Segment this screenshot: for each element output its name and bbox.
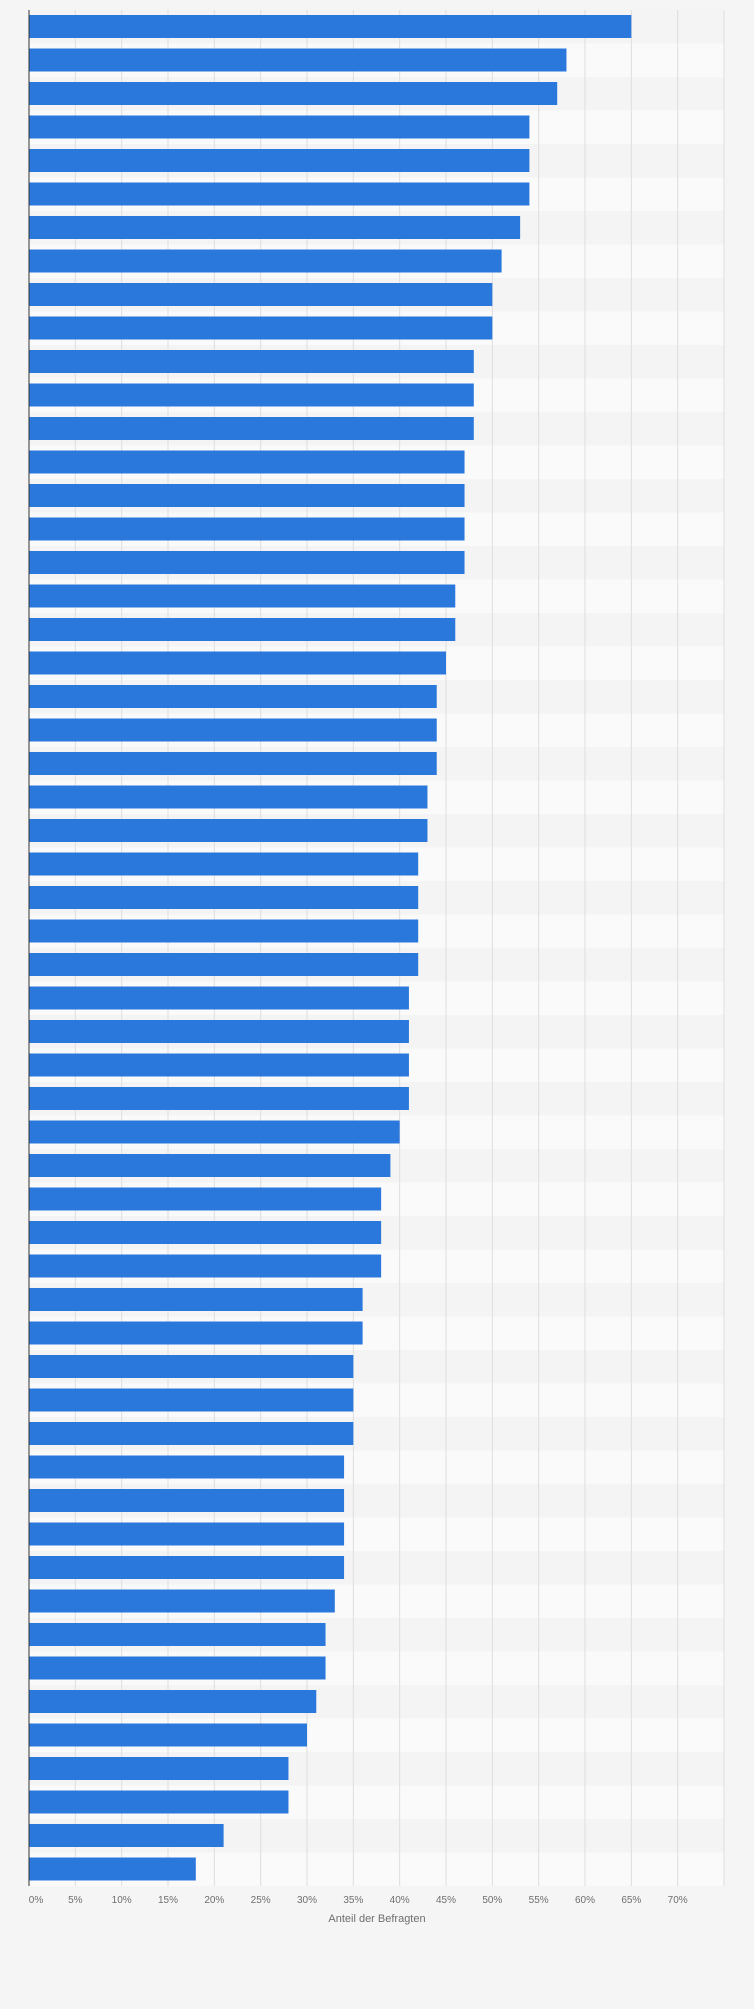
bar [29,249,502,273]
bar [29,953,419,976]
bar [29,785,428,809]
x-tick-label: 45% [436,1895,456,1906]
bar [29,1623,326,1646]
bar [29,1154,391,1177]
bar [29,1187,382,1211]
bar [29,1589,335,1613]
bar [29,1221,382,1244]
x-tick-label: 70% [668,1895,688,1906]
x-tick-label: 30% [297,1895,317,1906]
bar [29,1288,363,1311]
bar [29,551,465,574]
x-tick-label: 15% [158,1895,178,1906]
bar [29,216,521,239]
bar [29,1355,354,1378]
bar [29,852,419,876]
bar [29,1522,345,1546]
x-tick-label: 65% [621,1895,641,1906]
bar [29,819,428,842]
bar [29,417,474,440]
bar [29,1254,382,1278]
x-tick-label: 60% [575,1895,595,1906]
bar [29,1489,345,1512]
bar [29,1790,289,1814]
bar [29,752,437,775]
bar [29,584,456,608]
bar [29,1120,400,1144]
bar [29,15,632,38]
bar [29,283,493,306]
bar [29,1824,224,1847]
bar [29,484,465,507]
bar [29,450,465,474]
bar [29,383,474,407]
bar [29,1053,409,1077]
bar [29,149,530,172]
x-tick-label: 10% [112,1895,132,1906]
bar [29,115,530,139]
bar [29,182,530,206]
x-tick-label: 55% [529,1895,549,1906]
bar [29,82,558,105]
bar [29,1690,317,1713]
bar [29,718,437,742]
x-tick-label: 5% [68,1895,83,1906]
x-axis-ticks: 0% 5% 10% 15% 20% 25% 30% 35% 40% 45% 50% 55% 60% 65%… [29,1895,688,1906]
bar [29,685,437,708]
bar [29,986,409,1010]
bar [29,1556,345,1579]
bar [29,1321,363,1345]
bar [29,651,446,675]
x-tick-label: 35% [343,1895,363,1906]
x-tick-label: 0% [29,1895,44,1906]
x-tick-label: 20% [204,1895,224,1906]
bar [29,886,419,909]
x-tick-label: 25% [251,1895,271,1906]
bar [29,316,493,340]
bar [29,1857,196,1881]
bar [29,1723,307,1747]
bar [29,1388,354,1412]
bar [29,1020,409,1043]
x-tick-label: 50% [482,1895,502,1906]
bar [29,1422,354,1445]
x-axis-title: Anteil der Befragten [328,1913,425,1925]
bars [29,15,632,1881]
bar [29,1455,345,1479]
bar [29,618,456,641]
bar [29,1087,409,1110]
bar [29,919,419,943]
bar [29,48,567,72]
bar [29,1656,326,1680]
bar [29,517,465,541]
x-tick-label: 40% [390,1895,410,1906]
bar [29,350,474,373]
bar [29,1757,289,1780]
